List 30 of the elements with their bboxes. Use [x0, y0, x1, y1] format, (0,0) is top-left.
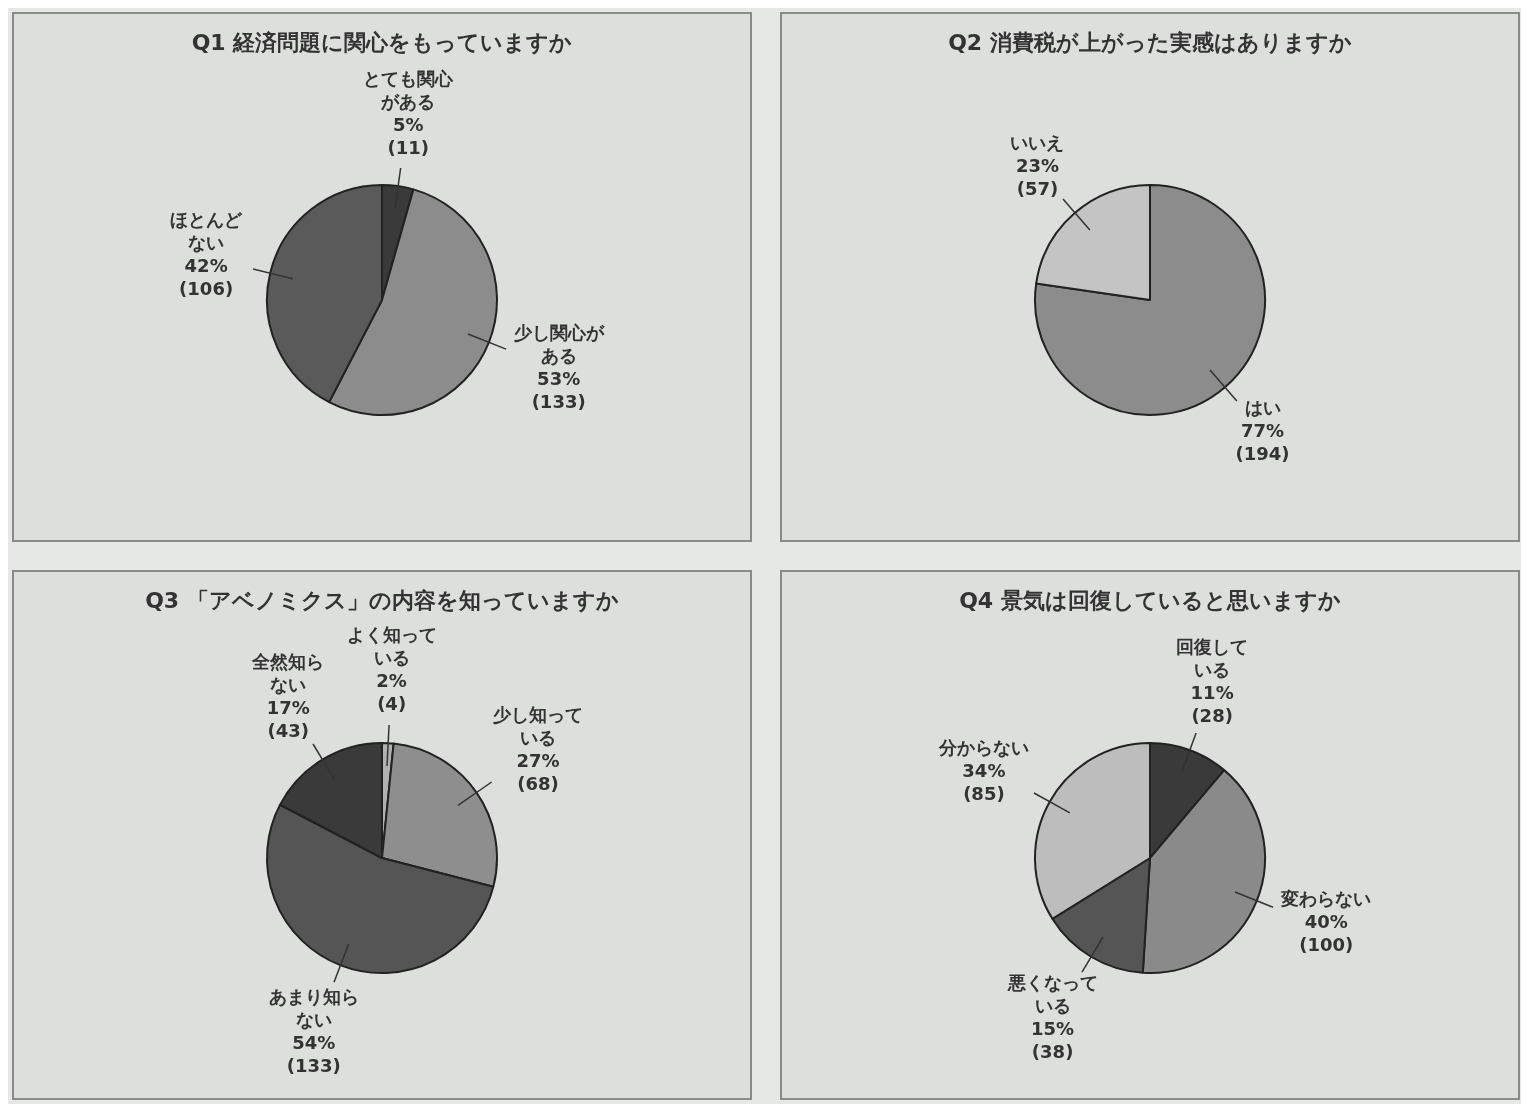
- chart-title: Q4 景気は回復していると思いますか: [958, 587, 1342, 615]
- data-label: 40% (100): [1299, 911, 1354, 956]
- slice-label: とても関心がある: [363, 67, 455, 112]
- data-label: 11% (28): [1190, 681, 1234, 726]
- slice-label: ほとんどない: [170, 208, 244, 253]
- slice-label: あまり知らない: [268, 985, 359, 1030]
- slice-label: よく知っている: [346, 624, 437, 669]
- data-label: 5% (11): [387, 113, 429, 158]
- data-label: 53% (133): [531, 368, 586, 413]
- chart-title: Q3 「アベノミクス」の内容を知っていますか: [144, 587, 620, 615]
- slice-label: 少し関心がある: [513, 322, 605, 367]
- data-label: 2% (4): [376, 670, 407, 715]
- slice-label: いいえ: [1010, 131, 1065, 153]
- slice-label: 回復している: [1176, 635, 1249, 680]
- slice-label: 分からない: [937, 737, 1029, 759]
- data-label: 54% (133): [286, 1031, 341, 1076]
- slice-label: 悪くなっている: [1006, 971, 1098, 1016]
- data-label: 17% (43): [266, 697, 310, 742]
- data-label: 15% (38): [1031, 1017, 1075, 1062]
- chart-title: Q2 消費税が上がった実感はありますか: [947, 29, 1353, 57]
- data-label: 27% (68): [516, 750, 560, 795]
- data-label: 34% (85): [962, 760, 1006, 805]
- data-label: 77% (194): [1235, 420, 1290, 465]
- slice-label: 変わらない: [1280, 888, 1372, 910]
- data-label: 42% (106): [179, 254, 234, 299]
- data-label: 23% (57): [1015, 154, 1059, 199]
- chart-title: Q1 経済問題に関心をもっていますか: [190, 29, 574, 57]
- slice-label: 少し知っている: [492, 704, 583, 749]
- slice-label: 全然知らない: [251, 651, 325, 696]
- slice-label: はい: [1244, 397, 1281, 419]
